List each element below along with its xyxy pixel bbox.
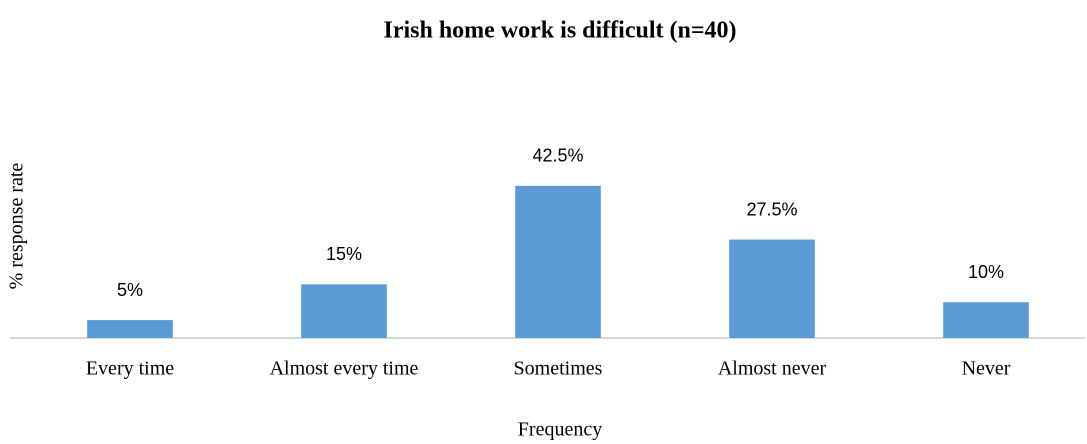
bar <box>515 185 601 338</box>
bar <box>729 239 815 338</box>
data-label: 5% <box>117 280 143 300</box>
x-axis-label: Frequency <box>518 419 602 441</box>
data-label: 27.5% <box>746 199 797 219</box>
x-tick-label: Almost never <box>718 358 827 380</box>
y-axis-label: % response rate <box>6 163 28 290</box>
bar <box>301 284 387 338</box>
data-label: 10% <box>968 262 1004 282</box>
data-label: 15% <box>326 244 362 264</box>
x-tick-label: Sometimes <box>514 358 603 380</box>
chart-title: Irish home work is difficult (n=40) <box>383 18 736 44</box>
x-tick-label: Almost every time <box>270 358 419 380</box>
data-label: 42.5% <box>532 146 583 166</box>
bar <box>943 302 1029 338</box>
x-tick-label: Never <box>962 358 1011 380</box>
bar <box>87 320 173 338</box>
x-tick-label: Every time <box>86 358 174 380</box>
